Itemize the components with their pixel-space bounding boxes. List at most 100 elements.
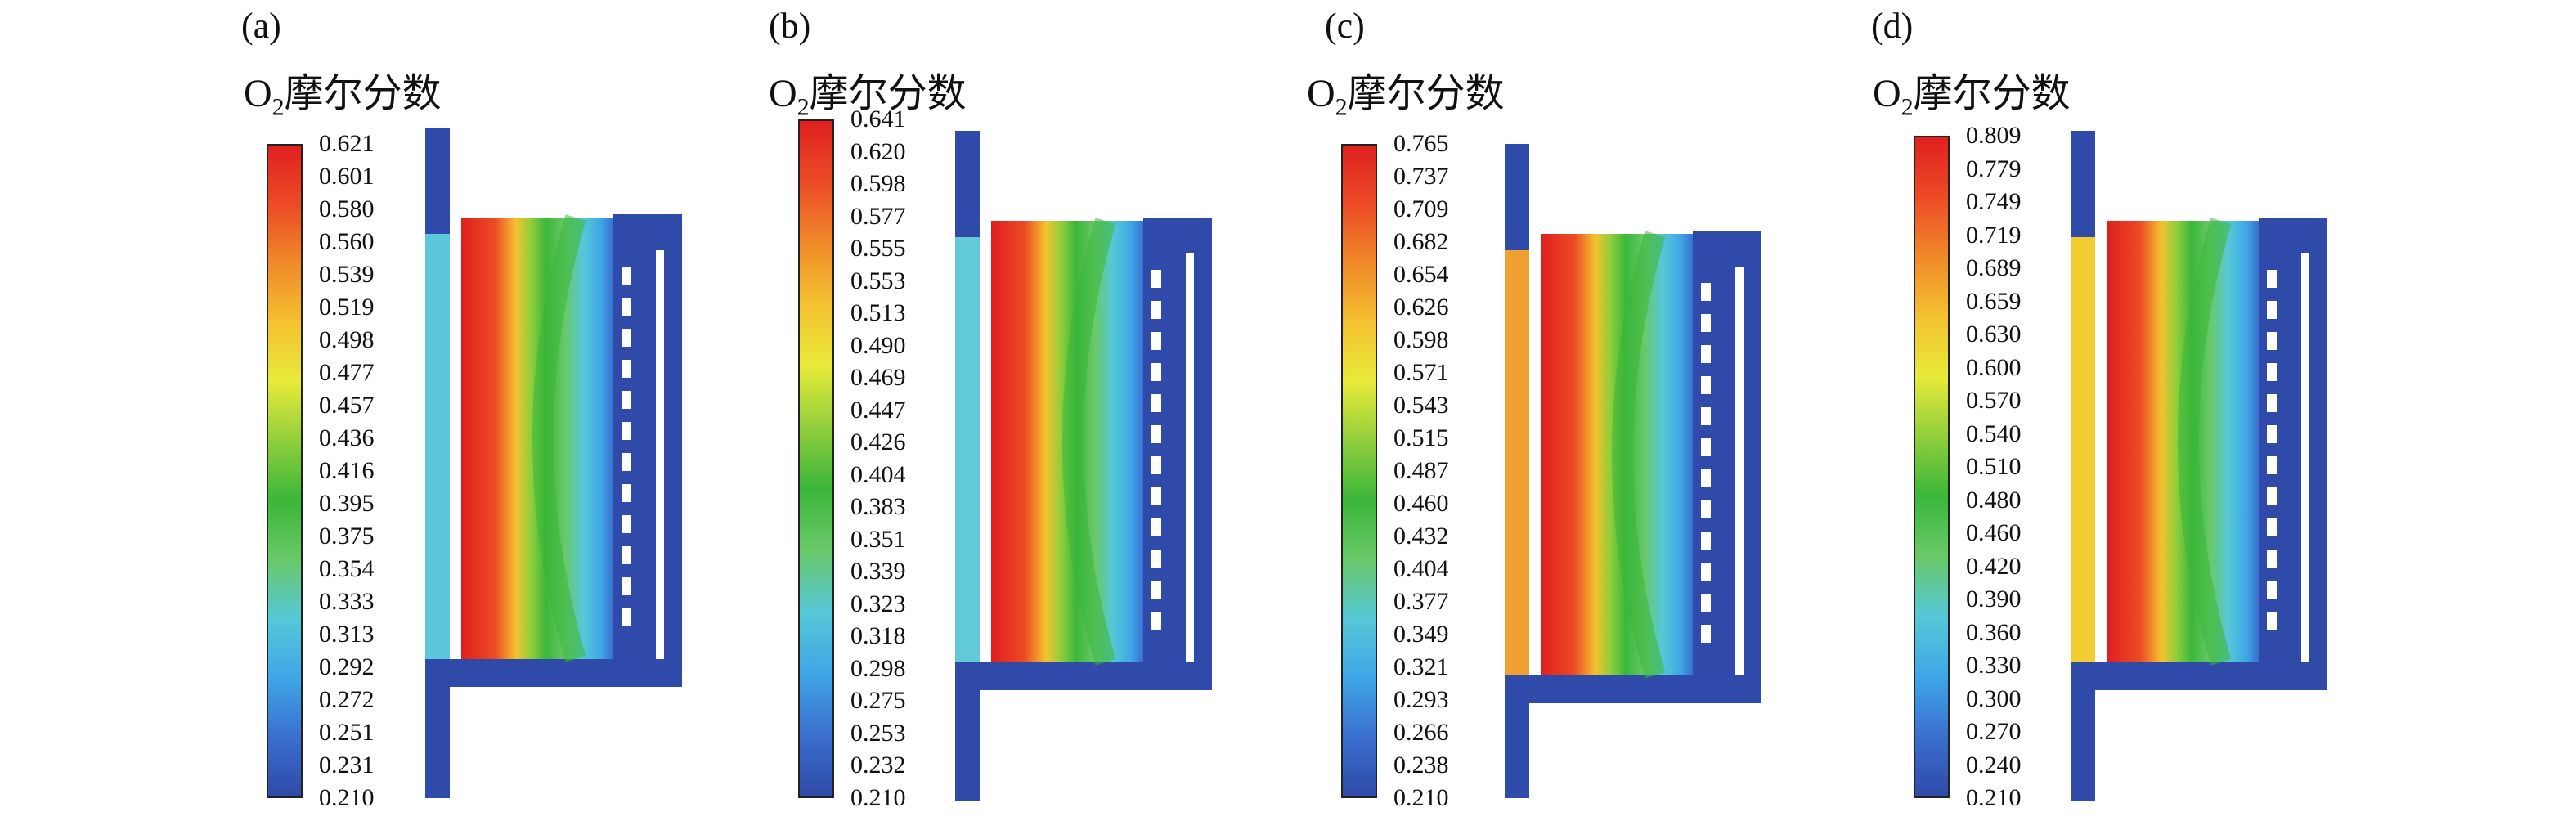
porous-hole bbox=[2267, 425, 2277, 443]
colorbar bbox=[267, 144, 303, 798]
porous-hole bbox=[1151, 550, 1161, 568]
porous-hole bbox=[1701, 438, 1711, 456]
porous-hole bbox=[622, 484, 631, 502]
colorbar-tick-label: 0.339 bbox=[850, 558, 906, 585]
colorbar-tick-label: 0.737 bbox=[1393, 163, 1449, 190]
colorbar-tick-label: 0.809 bbox=[1966, 122, 2022, 149]
porous-hole bbox=[1701, 594, 1711, 612]
left-channel bbox=[955, 237, 980, 662]
colorbar-tick-label: 0.460 bbox=[1393, 490, 1449, 517]
porous-hole bbox=[2267, 518, 2277, 536]
contour-band bbox=[532, 214, 586, 662]
colorbar-tick-label: 0.580 bbox=[319, 195, 375, 222]
colorbar-tick-label: 0.654 bbox=[1393, 261, 1449, 288]
porous-hole bbox=[1151, 394, 1161, 412]
colorbar-tick-label: 0.240 bbox=[1966, 751, 2022, 778]
colorbar-tick-label: 0.577 bbox=[850, 202, 906, 230]
electrode-slot bbox=[1735, 267, 1744, 675]
colorbar-tick-label: 0.298 bbox=[850, 654, 906, 682]
colorbar-tick-label: 0.709 bbox=[1393, 195, 1449, 222]
panel-label: (a) bbox=[241, 6, 281, 46]
porous-hole bbox=[622, 608, 631, 626]
colorbar-tick-label: 0.231 bbox=[319, 751, 375, 778]
colorbar-tick-label: 0.621 bbox=[319, 130, 375, 157]
colorbar-tick-label: 0.630 bbox=[1966, 321, 2022, 348]
colorbar-tick-label: 0.390 bbox=[1966, 585, 2022, 612]
porous-hole bbox=[1701, 407, 1711, 425]
colorbar-tick-label: 0.253 bbox=[850, 719, 906, 747]
porous-hole bbox=[2267, 270, 2277, 288]
colorbar-tick-label: 0.560 bbox=[319, 228, 375, 255]
colorbar-tick-label: 0.270 bbox=[1966, 718, 2022, 745]
porous-hole bbox=[2267, 550, 2277, 568]
colorbar bbox=[1914, 136, 1950, 798]
colorbar-tick-label: 0.436 bbox=[319, 424, 375, 451]
colorbar-tick-label: 0.779 bbox=[1966, 155, 2022, 182]
panel-label: (b) bbox=[769, 6, 811, 46]
colorbar-tick-label: 0.659 bbox=[1966, 287, 2022, 315]
colorbar-tick-label: 0.689 bbox=[1966, 254, 2022, 281]
colorbar-tick-label: 0.420 bbox=[1966, 552, 2022, 580]
left-channel bbox=[425, 234, 450, 659]
colorbar-tick-label: 0.749 bbox=[1966, 188, 2022, 215]
colorbar-tick-label: 0.432 bbox=[1393, 523, 1449, 550]
colorbar-title: O2摩尔分数 bbox=[1873, 72, 2071, 121]
oxygen-field-plot bbox=[955, 131, 1212, 801]
colorbar-tick-label: 0.487 bbox=[1393, 457, 1449, 484]
porous-hole bbox=[1151, 332, 1161, 350]
colorbar-tick-label: 0.513 bbox=[850, 299, 906, 327]
colorbar-tick-label: 0.600 bbox=[1966, 353, 2022, 381]
colorbar-tick-label: 0.490 bbox=[850, 331, 906, 359]
colorbar-tick-label: 0.313 bbox=[319, 621, 375, 648]
colorbar-tick-label: 0.333 bbox=[319, 588, 375, 615]
electrode-slot bbox=[2301, 253, 2309, 662]
porous-hole bbox=[622, 267, 631, 285]
electrode-slot bbox=[1186, 253, 1194, 662]
colorbar-tick-label: 0.210 bbox=[1966, 784, 2022, 811]
porous-hole bbox=[2267, 612, 2277, 630]
porous-hole bbox=[1701, 376, 1711, 394]
colorbar bbox=[1341, 144, 1377, 798]
left-channel bbox=[2071, 237, 2095, 662]
porous-hole bbox=[1151, 581, 1161, 599]
colorbar-tick-label: 0.416 bbox=[319, 457, 375, 484]
porous-hole bbox=[1151, 612, 1161, 630]
colorbar-tick-label: 0.293 bbox=[1393, 686, 1449, 713]
colorbar-tick-label: 0.300 bbox=[1966, 684, 2022, 712]
colorbar-tick-label: 0.375 bbox=[319, 523, 375, 550]
colorbar-tick-label: 0.251 bbox=[319, 719, 375, 746]
porous-hole bbox=[622, 422, 631, 440]
colorbar-tick-label: 0.719 bbox=[1966, 221, 2022, 249]
oxygen-field-plot bbox=[2071, 131, 2327, 801]
contour-band bbox=[2178, 218, 2232, 666]
porous-hole bbox=[622, 515, 631, 533]
colorbar-tick-label: 0.620 bbox=[850, 137, 906, 165]
porous-hole bbox=[2267, 456, 2277, 474]
porous-hole bbox=[1701, 345, 1711, 363]
contour-band bbox=[1062, 218, 1116, 666]
porous-hole bbox=[2267, 394, 2277, 412]
colorbar-tick-label: 0.601 bbox=[319, 163, 375, 190]
porous-hole bbox=[1701, 500, 1711, 518]
colorbar-tick-label: 0.238 bbox=[1393, 751, 1449, 778]
colorbar-title: O2摩尔分数 bbox=[769, 72, 967, 121]
porous-hole bbox=[1701, 563, 1711, 581]
left-channel-top bbox=[1505, 144, 1529, 250]
colorbar-tick-label: 0.210 bbox=[1393, 784, 1449, 811]
panel-label: (d) bbox=[1871, 6, 1914, 46]
panel-a: (a) O2摩尔分数 0.621 0.601 0.580 0.560 0.539 0.51… bbox=[0, 0, 682, 821]
colorbar-tick-label: 0.765 bbox=[1393, 130, 1449, 157]
oxygen-field-plot bbox=[1505, 144, 1761, 798]
colorbar-tick-label: 0.519 bbox=[319, 294, 375, 321]
oxygen-field-plot bbox=[425, 128, 682, 798]
colorbar-tick-label: 0.447 bbox=[850, 396, 906, 424]
colorbar-tick-label: 0.404 bbox=[1393, 555, 1449, 582]
colorbar-tick-label: 0.232 bbox=[850, 751, 906, 779]
porous-hole bbox=[2267, 301, 2277, 319]
porous-hole bbox=[1151, 363, 1161, 381]
colorbar-tick-label: 0.292 bbox=[319, 653, 375, 680]
electrode-frame bbox=[613, 214, 682, 687]
porous-hole bbox=[1151, 487, 1161, 505]
colorbar-tick-label: 0.404 bbox=[850, 460, 906, 488]
colorbar-tick-label: 0.469 bbox=[850, 364, 906, 392]
